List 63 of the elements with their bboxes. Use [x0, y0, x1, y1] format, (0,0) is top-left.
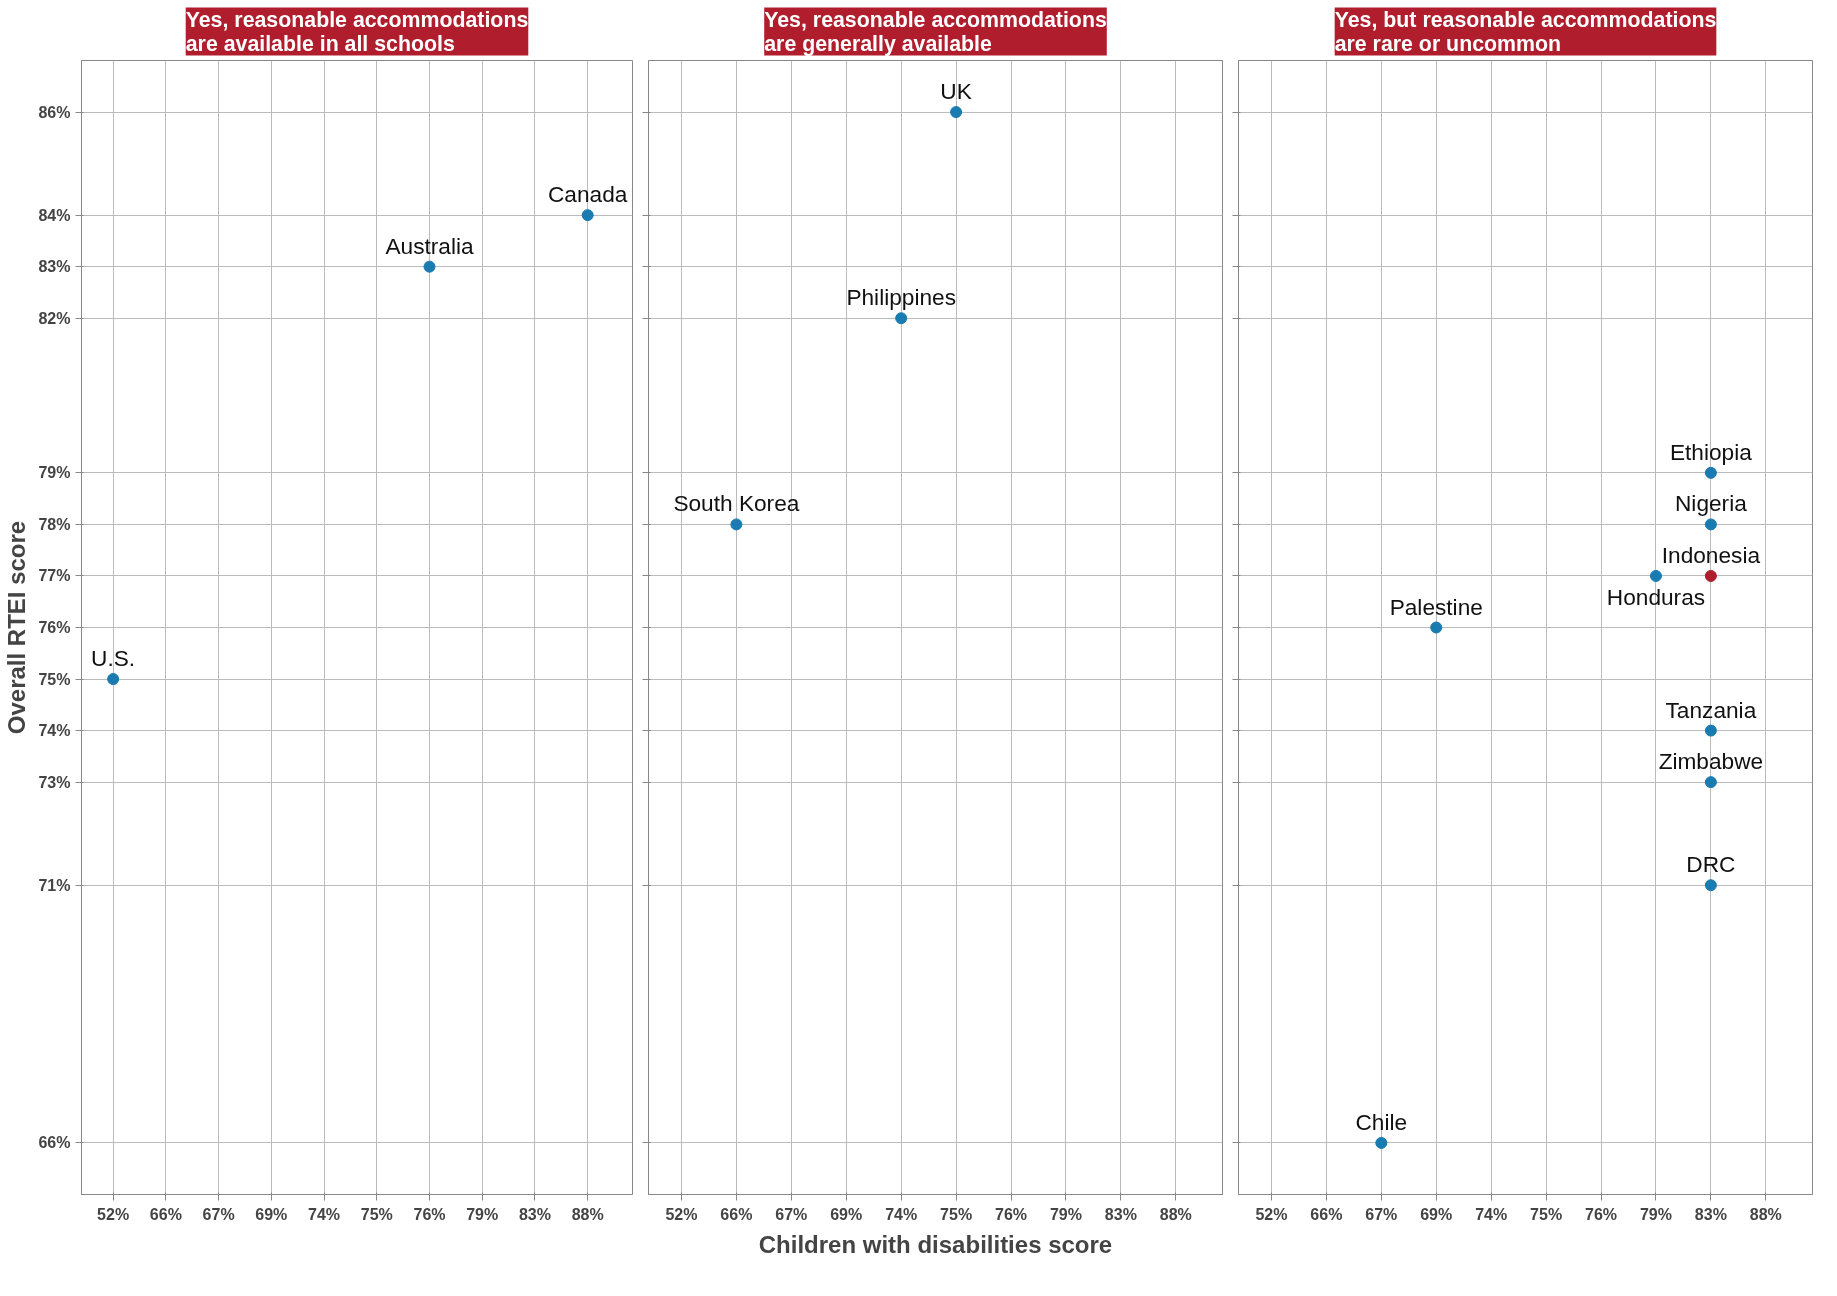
- x-tick-label: 76%: [413, 1205, 446, 1223]
- y-tick-label: 73%: [38, 773, 71, 791]
- x-tick-label: 74%: [308, 1205, 341, 1223]
- y-tick-label: 75%: [38, 670, 71, 688]
- series-label: U.S.: [91, 645, 136, 672]
- x-tick-label: 69%: [255, 1205, 288, 1223]
- series-label: Philippines: [846, 284, 956, 311]
- x-tick-label: 67%: [1365, 1205, 1398, 1223]
- series-label: UK: [940, 78, 972, 105]
- y-tick-label: 71%: [38, 876, 71, 894]
- series-label: Chile: [1355, 1108, 1408, 1135]
- series-label: Ethiopia: [1669, 438, 1753, 465]
- y-tick-label: 84%: [38, 206, 71, 224]
- series-label: Canada: [548, 181, 628, 208]
- x-tick-label: 75%: [1530, 1205, 1563, 1223]
- series-label: Honduras: [1606, 583, 1706, 610]
- x-tick-label: 76%: [995, 1205, 1028, 1223]
- y-tick-label: 66%: [38, 1134, 71, 1152]
- x-tick-label: 69%: [830, 1205, 863, 1223]
- x-tick-label: 66%: [1310, 1205, 1343, 1223]
- y-tick-label: 82%: [38, 309, 71, 327]
- x-tick-label: 69%: [1420, 1205, 1453, 1223]
- chart-title: Yes, but reasonable accommodations are rare or uncommon: [1334, 7, 1717, 56]
- x-tick-label: 79%: [466, 1205, 499, 1223]
- series-label: Zimbabwe: [1658, 748, 1764, 775]
- x-tick-label: 88%: [1749, 1205, 1782, 1223]
- x-tick-label: 79%: [1049, 1205, 1082, 1223]
- x-tick-label: 74%: [885, 1205, 918, 1223]
- x-tick-label: 88%: [571, 1205, 604, 1223]
- x-tick-label: 52%: [1255, 1205, 1288, 1223]
- y-tick-label: 74%: [38, 722, 71, 740]
- x-tick-label: 66%: [720, 1205, 753, 1223]
- x-tick-label: 83%: [518, 1205, 551, 1223]
- x-tick-label: 83%: [1104, 1205, 1137, 1223]
- chart-title: Yes, reasonable accommodations are generally available: [764, 7, 1107, 56]
- y-tick-label: 86%: [38, 103, 71, 121]
- x-tick-label: 83%: [1694, 1205, 1727, 1223]
- y-tick-label: 76%: [38, 619, 71, 636]
- series-label: South Korea: [673, 490, 800, 517]
- x-tick-label: 66%: [149, 1205, 182, 1223]
- x-tick-label: 76%: [1585, 1205, 1618, 1223]
- x-tick-label: 74%: [1475, 1205, 1508, 1223]
- x-tick-label: 52%: [97, 1205, 130, 1223]
- y-tick-label: 79%: [38, 464, 71, 482]
- x-tick-label: 67%: [202, 1205, 235, 1223]
- x-tick-label: 79%: [1639, 1205, 1672, 1223]
- series-label: Indonesia: [1661, 541, 1761, 568]
- x-tick-label: 75%: [360, 1205, 393, 1223]
- x-tick-label: 88%: [1159, 1205, 1192, 1223]
- x-tick-label: 67%: [775, 1205, 808, 1223]
- series-label: DRC: [1686, 851, 1736, 878]
- x-axis-title: Children with disabilities score: [758, 1230, 1113, 1258]
- series-label: Nigeria: [1675, 490, 1748, 517]
- y-tick-label: 78%: [38, 515, 71, 533]
- x-tick-label: 75%: [940, 1205, 973, 1223]
- y-axis-title: Overall RTEI score: [3, 520, 31, 735]
- y-tick-label: 83%: [38, 258, 71, 276]
- chart-title: Yes, reasonable accommodations are available in all schools: [185, 7, 529, 56]
- series-label: Australia: [385, 232, 474, 259]
- y-tick-label: 77%: [38, 567, 71, 585]
- series-label: Palestine: [1389, 593, 1483, 620]
- series-label: Tanzania: [1665, 696, 1757, 723]
- x-tick-label: 52%: [665, 1205, 698, 1223]
